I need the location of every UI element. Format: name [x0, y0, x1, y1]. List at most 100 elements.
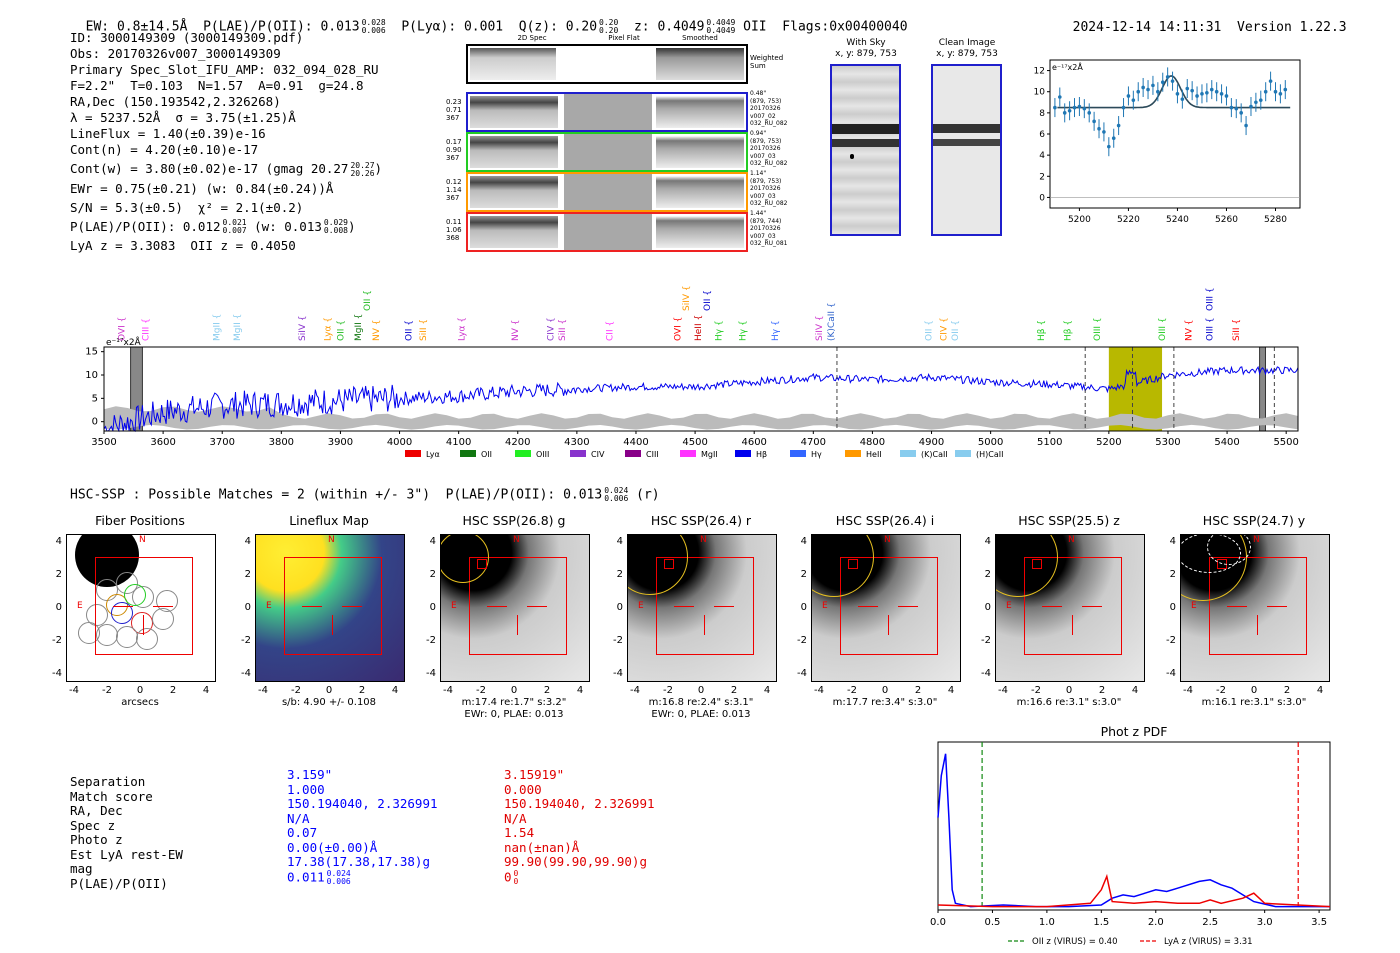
hsc-panel-title-5: HSC SSP(25.5) z: [1018, 513, 1120, 528]
match-label: P(LAE)/P(OII): [70, 875, 168, 891]
header-qz: Q(z): 0.20: [518, 19, 598, 35]
emission-line-label: MgII {: [233, 314, 243, 341]
hsc-xtick-label: 2: [730, 685, 738, 696]
hsc-crosshair-h1: [487, 606, 507, 607]
weighted-smooth-image: [656, 48, 744, 80]
spectrum-xtick-label: 4100: [446, 437, 471, 448]
photz-xtick-label: 0.0: [930, 917, 946, 928]
hsc-xtick-label: 0: [1065, 685, 1073, 696]
emission-line-label: OIII {: [1205, 317, 1215, 341]
match-blue-plae-frac: 0.024 0.006: [326, 868, 351, 886]
hsc-ytick-label: -4: [797, 668, 807, 679]
hsc-xtick-label: 4: [947, 685, 955, 696]
hsc-ytick-label: 2: [429, 569, 436, 580]
cutout-left-value: 1.06: [446, 226, 462, 234]
spectrum-xtick-label: 5000: [978, 437, 1003, 448]
cutout-row-left-0: 0.23 0.71 367: [446, 98, 466, 122]
spectrum-ytick-label: 0: [92, 417, 98, 428]
cutout-strip-2: [466, 172, 748, 212]
emission-line-label: OIII {: [1158, 317, 1168, 341]
hsc-xtick-label: 2: [914, 685, 922, 696]
hsc-crosshair-v: [704, 615, 705, 635]
hsc-crosshair-h1: [113, 606, 133, 607]
legend-swatch: [515, 450, 531, 457]
fit-data-point: [1116, 123, 1121, 128]
cutout-right-value: 1.44": [750, 210, 767, 217]
cutout-left-value: 1.14: [446, 186, 462, 194]
hsc-xtick-label: 4: [1316, 685, 1324, 696]
match-blue-plae-lo: 0.006: [326, 876, 351, 886]
header-plae-lo: 0.006: [361, 26, 386, 35]
hsc-caption-1: arcsecs: [121, 697, 159, 708]
fit-xtick-label: 5220: [1117, 215, 1140, 225]
cutout-left-value: 367: [446, 194, 460, 202]
spectrum-xtick-label: 5100: [1037, 437, 1062, 448]
cutout-right-value: 20170326: [750, 105, 781, 112]
legend-label: Lyα: [426, 450, 440, 459]
fiber-ring: [136, 628, 158, 650]
fit-data-point: [1185, 86, 1190, 91]
hsc-xtick-label: 2: [1098, 685, 1106, 696]
fiber-ring: [124, 584, 146, 606]
fit-data-point: [1136, 89, 1141, 94]
fit-data-point: [1146, 87, 1150, 92]
fit-data-point: [1219, 92, 1224, 96]
hsc-match-square: [1032, 559, 1042, 569]
fiber-ring: [156, 590, 178, 612]
cutout-2d-image: [470, 96, 558, 128]
hsc-crosshair-h1: [1227, 606, 1247, 607]
cutout-right-value: 0.94": [750, 130, 767, 137]
header-right: 2024-12-14 14:11:31 Version 1.22.3: [1057, 5, 1347, 35]
info-lambda: λ = 5237.52Å σ = 3.75(±1.25)Å: [70, 110, 296, 125]
spectrum-axes-frame: [103, 346, 1299, 432]
emission-line-top-label: SiIV {: [682, 285, 692, 311]
info-contw-lo: 20.26: [350, 168, 375, 178]
hsc-ytick-label: 0: [616, 602, 623, 613]
spectrum-xtick-label: 4900: [919, 437, 944, 448]
line-fit-chart: 0 2 4 6 8 10 12 5200 5220 5240 5260 5280 e⁻¹⁷x2Å: [1034, 59, 1301, 225]
photz-series-blue: [937, 753, 1330, 908]
spectrum-xtick-label: 5500: [1273, 437, 1298, 448]
header-qz-hi: 0.20: [599, 18, 619, 27]
cutout-row-left-1: 0.17 0.90 367: [446, 138, 466, 162]
info-block: ID: 3000149309 (3000149309.pdf) Obs: 201…: [70, 30, 382, 254]
legend-label: HeII: [866, 450, 882, 459]
hsc-north-label: N: [884, 535, 891, 545]
cutout-2d-image: [470, 136, 558, 168]
header-timestamp: 2024-12-14 14:11:31: [1072, 20, 1222, 35]
hsc-ytick-label: -4: [241, 668, 251, 679]
hsc-ytick-label: 4: [1169, 536, 1176, 547]
info-plae-w-lo: 0.008: [323, 226, 348, 235]
emission-line-label: OII {: [951, 320, 961, 341]
info-lyaz: LyA z = 3.3083 OII z = 0.4050: [70, 238, 296, 253]
emission-line-label: OII {: [404, 320, 414, 341]
emission-line-label: CIII {: [141, 318, 151, 341]
hsc-crosshair-h1: [1042, 606, 1062, 607]
cutout-smooth-image: [656, 176, 744, 208]
header-z-line: OII: [743, 19, 767, 35]
legend-label: OIII: [536, 450, 549, 459]
emission-line-label: HeII {: [694, 315, 704, 341]
emission-line-top-label: OII {: [703, 290, 713, 311]
hsc-ytick-label: 4: [800, 536, 807, 547]
hsc-ytick-label: 2: [1169, 569, 1176, 580]
hsc-ytick-label: 2: [616, 569, 623, 580]
fit-data-point: [1195, 94, 1199, 98]
hsc-caption-2: EWr: 0, PLAE: 0.013: [651, 709, 751, 720]
cutout-flat-image: [564, 174, 652, 210]
photz-legend-label: LyA z (VIRUS) = 3.31: [1164, 937, 1253, 947]
spectrum-xtick-label: 4700: [801, 437, 826, 448]
match-blue-plae-hi: 0.024: [326, 868, 351, 878]
hsc-east-label: E: [77, 601, 83, 611]
fit-data-point: [1239, 111, 1243, 115]
emission-line-label: (K)CaII {: [827, 302, 837, 341]
spectrum-ytick-label: 10: [85, 370, 98, 381]
hsc-crosshair-h2: [898, 606, 918, 607]
match-red-plae-lo: 0: [513, 876, 519, 886]
cutout-row-left-2: 0.12 1.14 367: [446, 178, 466, 202]
emission-line-label: SiII {: [558, 319, 568, 341]
hsc-ytick-label: 2: [244, 569, 251, 580]
